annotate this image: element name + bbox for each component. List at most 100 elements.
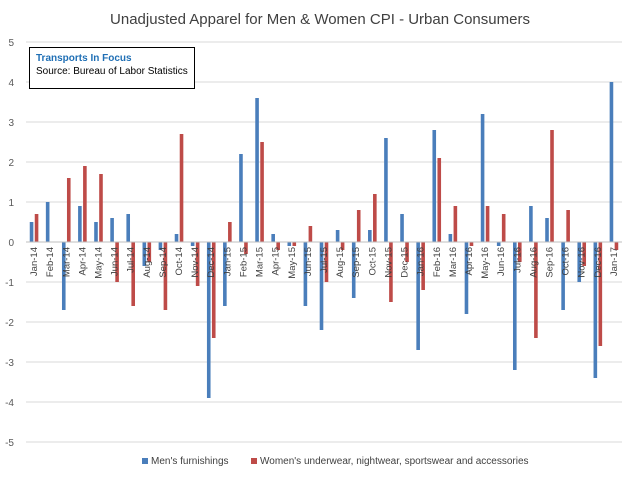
bar-series-1 <box>389 242 393 302</box>
x-tick-label: Mar-14 <box>61 247 72 277</box>
bar-series-0 <box>271 234 275 242</box>
bar-series-0 <box>432 130 437 242</box>
bar-series-1 <box>211 242 216 338</box>
bar-series-1 <box>131 242 136 306</box>
bar-series-1 <box>163 242 168 310</box>
x-tick-label: Oct-15 <box>367 247 378 276</box>
x-tick-label: Nov-14 <box>190 247 201 278</box>
x-tick-label: Sep-14 <box>158 247 169 278</box>
bar-series-1 <box>260 142 264 242</box>
bar-series-0 <box>416 242 420 350</box>
bar-series-0 <box>593 242 598 378</box>
y-tick-label: 4 <box>8 78 14 89</box>
source-box: Transports In Focus Source: Bureau of La… <box>29 47 195 89</box>
bar-series-1 <box>340 242 345 250</box>
y-axis-ticks: 5 4 3 2 1 0 -1 -2 -3 -4 -5 <box>5 38 14 449</box>
bar-series-1 <box>356 210 361 242</box>
bar-series-0 <box>512 242 517 370</box>
x-tick-label: May-15 <box>287 247 298 279</box>
bar-series-1 <box>292 242 297 246</box>
gridlines <box>26 41 622 443</box>
bar-series-1 <box>228 222 232 242</box>
y-tick-label: -1 <box>5 278 14 289</box>
x-tick-label: Jan-16 <box>416 247 427 276</box>
x-tick-label: Jan-14 <box>29 247 40 276</box>
bar-series-1 <box>373 194 377 242</box>
x-tick-label: Sep-16 <box>545 247 556 278</box>
bar-series-0 <box>464 242 469 314</box>
bar-series-0 <box>78 206 82 242</box>
bar-series-1 <box>195 242 200 286</box>
y-tick-label: 3 <box>8 118 14 129</box>
bar-series-1 <box>485 206 490 242</box>
bar-series-1 <box>66 178 71 242</box>
bar-series-1 <box>566 210 570 242</box>
bar-series-0 <box>239 154 243 242</box>
y-tick-label: -4 <box>5 398 14 409</box>
legend-swatch <box>251 458 257 464</box>
bar-series-0 <box>206 242 211 398</box>
bar-series-0 <box>110 218 114 242</box>
source-box-text: Source: Bureau of Labor Statistics <box>36 66 188 77</box>
x-tick-label: Sep-15 <box>351 247 362 278</box>
x-tick-label: Jun-15 <box>303 247 314 276</box>
x-tick-label: Aug-14 <box>142 247 153 278</box>
bar-series-1 <box>179 134 184 242</box>
bar-series-0 <box>384 138 388 242</box>
bar-series-1 <box>405 242 409 262</box>
bar-series-0 <box>287 242 292 246</box>
y-tick-label: -5 <box>5 438 14 449</box>
bar-series-1 <box>147 242 152 262</box>
bar-series-0 <box>351 242 356 298</box>
bar-series-0 <box>448 234 453 242</box>
x-tick-label: Mar-16 <box>448 247 459 277</box>
bar-series-0 <box>158 242 163 250</box>
x-tick-label: Jul-14 <box>126 247 137 273</box>
bar-series-0 <box>609 82 614 242</box>
bar-series-1 <box>324 242 329 282</box>
bar-series-0 <box>400 214 404 242</box>
bar-series-0 <box>45 202 50 242</box>
bar-series-1 <box>437 158 442 242</box>
legend-swatch <box>142 458 148 464</box>
bar-series-1 <box>517 242 522 262</box>
bar-series-1 <box>244 242 248 254</box>
y-tick-label: 2 <box>8 158 14 169</box>
x-tick-label: Jan-17 <box>609 247 620 276</box>
bar-series-0 <box>223 242 227 306</box>
x-tick-label: Nov-16 <box>577 247 588 278</box>
bar-series-1 <box>598 242 603 346</box>
y-tick-label: -2 <box>5 318 14 329</box>
bar-series-1 <box>534 242 538 338</box>
x-tick-label: Aug-15 <box>335 247 346 278</box>
bar-series-1 <box>421 242 425 290</box>
bar-series-0 <box>126 214 131 242</box>
bar-series-0 <box>174 234 179 242</box>
legend-label: Men's furnishings <box>151 456 229 467</box>
y-tick-label: 1 <box>8 198 14 209</box>
chart-title: Unadjusted Apparel for Men & Women CPI -… <box>110 11 530 28</box>
bar-series-0 <box>335 230 340 242</box>
bar-series-1 <box>501 214 506 242</box>
bar-series-1 <box>469 242 474 246</box>
x-tick-label: Apr-14 <box>77 247 88 276</box>
bar-series-0 <box>303 242 308 306</box>
x-tick-label: Mar-15 <box>255 247 266 277</box>
x-axis-ticks: Jan-14 Feb-14 Mar-14 Apr-14 May-14 Jun-14 Jul-… <box>29 247 620 279</box>
bar-series-0 <box>29 222 34 242</box>
source-box-title: Transports In Focus <box>36 53 132 64</box>
x-tick-label: Jun-14 <box>110 247 121 276</box>
bar-series-1 <box>115 242 119 282</box>
x-tick-label: Nov-15 <box>383 247 394 278</box>
bar-series-0 <box>61 242 66 310</box>
bar-series-0 <box>190 242 195 246</box>
bar-series-0 <box>545 218 549 242</box>
bar-series-0 <box>529 206 533 242</box>
x-tick-label: Aug-16 <box>528 247 539 278</box>
x-tick-label: Dec-16 <box>593 247 604 278</box>
x-tick-label: Dec-14 <box>206 247 217 278</box>
bar-series-0 <box>94 222 98 242</box>
bar-series-1 <box>34 214 39 242</box>
x-tick-label: Apr-16 <box>464 247 475 276</box>
bar-series-1 <box>308 226 313 242</box>
